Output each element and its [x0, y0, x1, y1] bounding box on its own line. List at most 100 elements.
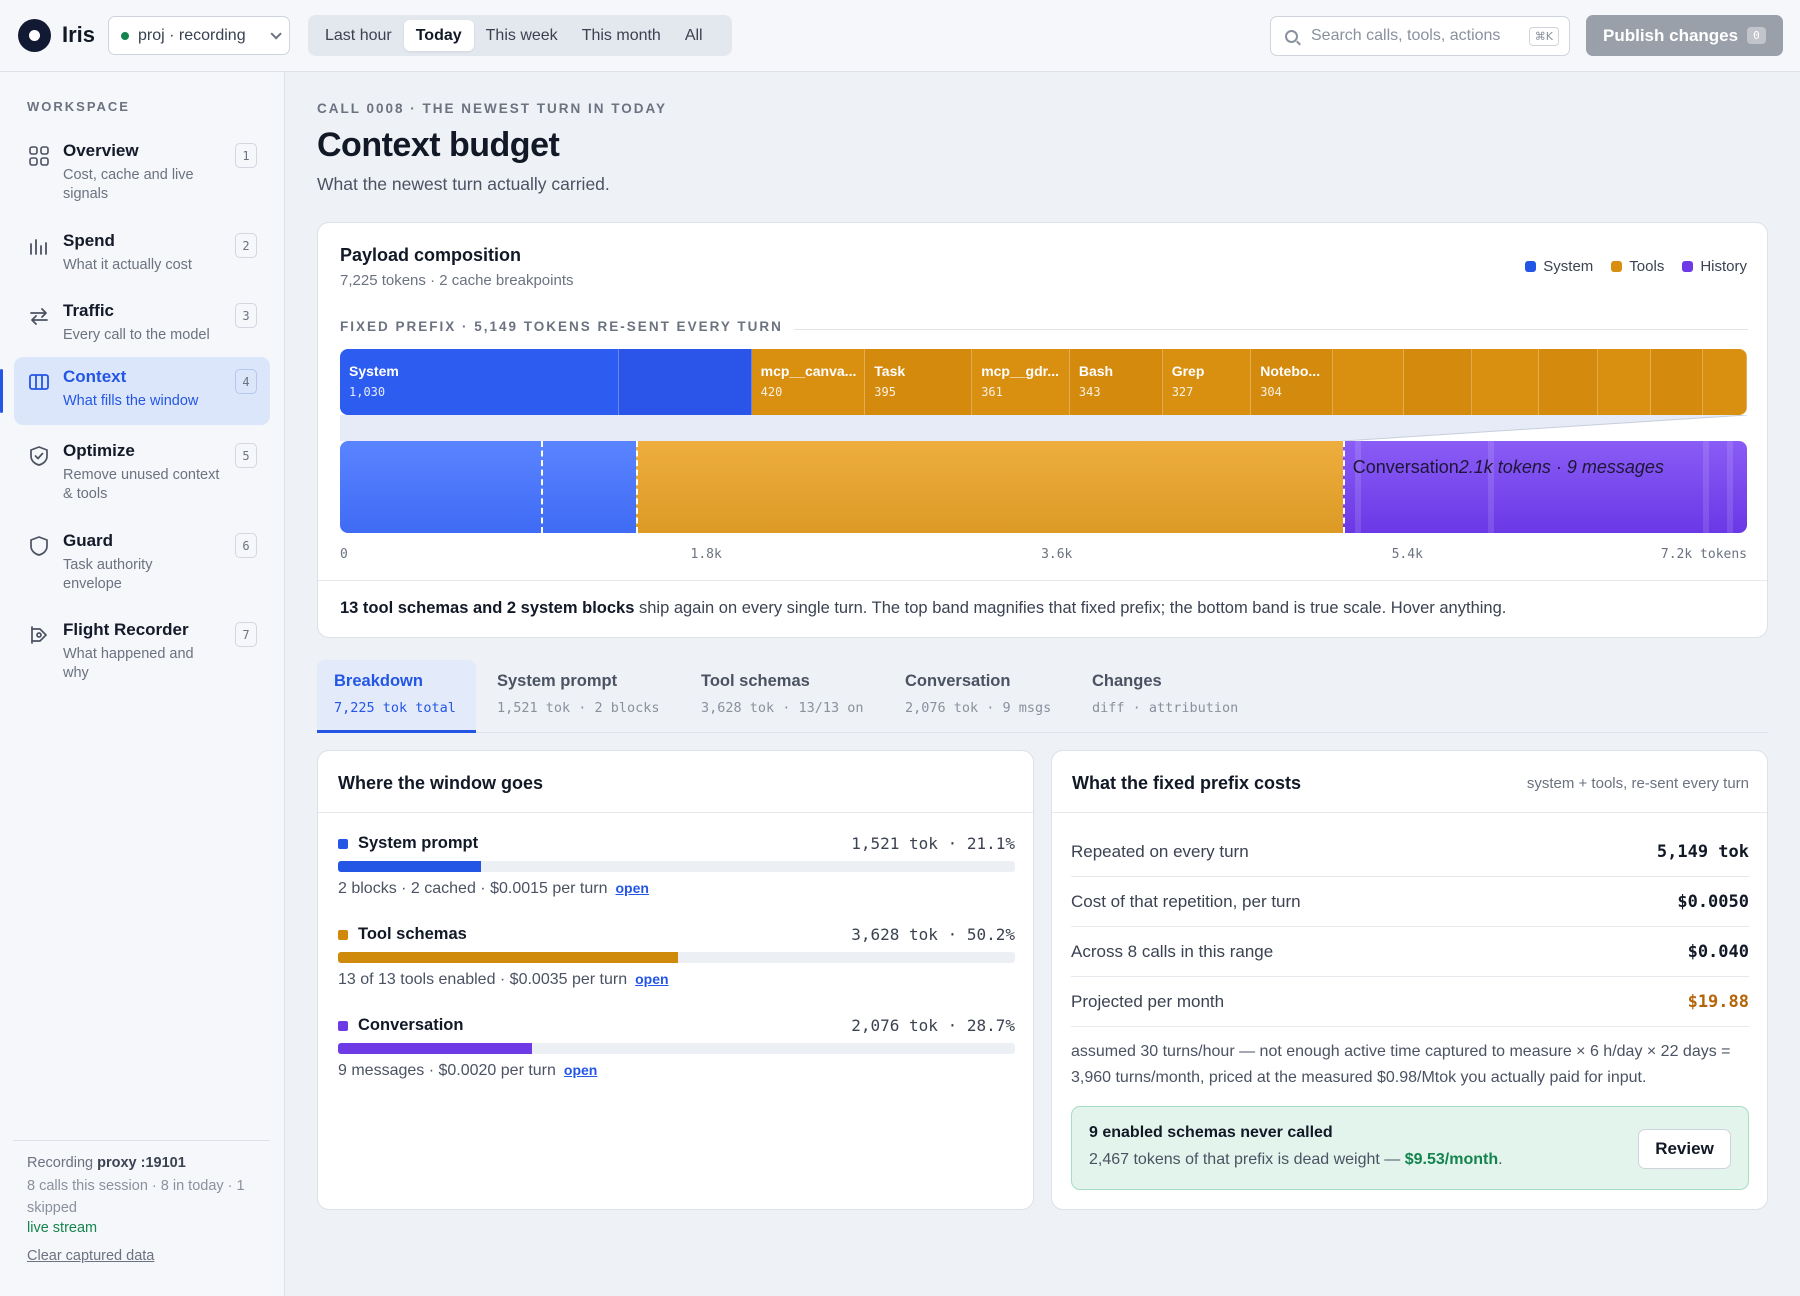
prefix-segment-value: 327	[1171, 385, 1194, 399]
publish-changes-button[interactable]: Publish changes 0	[1586, 15, 1783, 56]
shortcut-badge: 2	[235, 233, 257, 258]
tab-title: Tool schemas	[701, 672, 810, 690]
tab-tool-schemas[interactable]: Tool schemas 3,628 tok · 13/13 on	[684, 660, 881, 733]
prefix-segment[interactable]	[1539, 349, 1599, 415]
recording-target: proxy :19101	[97, 1155, 186, 1171]
time-tab-last-hour[interactable]: Last hour	[325, 26, 392, 44]
open-tool-schemas-link[interactable]: open	[635, 971, 669, 987]
time-tab-all[interactable]: All	[684, 26, 703, 44]
breakdown-label: Tool schemas	[358, 925, 467, 943]
page-subtitle: What the newest turn actually carried.	[317, 174, 610, 194]
prefix-segment[interactable]	[1403, 349, 1472, 415]
divider	[318, 812, 1033, 813]
page-title: Context budget	[317, 126, 560, 164]
sidebar-item-overview[interactable]: Overview Cost, cache and live signals 1	[14, 131, 270, 215]
shield-icon	[30, 536, 48, 556]
payload-note-rest: ship again on every single turn. The top…	[634, 599, 1507, 617]
cost-row-per-turn: Cost of that repetition, per turn $0.005…	[1071, 877, 1749, 927]
breakdown-value: 3,628 tok · 50.2%	[851, 925, 1015, 944]
breakdown-label: System prompt	[358, 834, 479, 852]
prefix-segment[interactable]	[1598, 349, 1651, 415]
review-button[interactable]: Review	[1638, 1129, 1731, 1169]
sidebar-item-flight-recorder[interactable]: Flight Recorder What happened and why 7	[14, 610, 270, 694]
prefix-segment-value: 395	[874, 385, 896, 399]
conversation-segment-label: Conversation2.1k tokens · 9 messages	[1353, 457, 1664, 478]
sidebar-item-desc: Every call to the model	[63, 327, 210, 343]
prefix-segment[interactable]: System 1,030	[340, 349, 619, 415]
sidebar-footer: Recording proxy :19101 8 calls this sess…	[13, 1140, 270, 1264]
scale-segment-system[interactable]	[340, 441, 637, 533]
legend-swatch	[1682, 261, 1694, 272]
tab-breakdown[interactable]: Breakdown 7,225 tok total	[317, 660, 476, 733]
sidebar-item-desc: Remove unused context & tools	[63, 467, 220, 502]
prefix-segment[interactable]: mcp__canva... 420	[751, 349, 866, 415]
search-input[interactable]: Search calls, tools, actions ⌘K	[1270, 16, 1570, 56]
time-tab-this-month[interactable]: This month	[581, 26, 661, 44]
sidebar-item-spend[interactable]: Spend What it actually cost 2	[14, 221, 270, 281]
cost-row-repeated: Repeated on every turn 5,149 tok	[1071, 827, 1749, 877]
tab-conversation[interactable]: Conversation 2,076 tok · 9 msgs	[888, 660, 1068, 733]
prefix-segment[interactable]	[618, 349, 752, 415]
scale-segment-tools[interactable]	[636, 441, 1343, 533]
share-bar-fill	[338, 1043, 533, 1054]
prefix-segment[interactable]: Bash 343	[1069, 349, 1163, 415]
legend-swatch	[1611, 261, 1623, 272]
tab-changes[interactable]: Changes diff · attribution	[1075, 660, 1255, 733]
breakdown-desc: 9 messages · $0.0020 per turn open	[338, 1062, 597, 1080]
card-hint: system + tools, re-sent every turn	[1526, 775, 1749, 792]
project-selector[interactable]: proj · recording	[108, 16, 290, 55]
prefix-segment[interactable]	[1471, 349, 1540, 415]
search-shortcut: ⌘K	[1528, 26, 1559, 46]
tab-system-prompt[interactable]: System prompt 1,521 tok · 2 blocks	[480, 660, 677, 733]
prefix-segment[interactable]: mcp__gdr... 361	[972, 349, 1070, 415]
legend-label: History	[1700, 258, 1747, 275]
cost-label: Repeated on every turn	[1071, 842, 1249, 861]
live-stream-status: live stream	[27, 1220, 98, 1236]
breakdown-desc-text: 13 of 13 tools enabled · $0.0035 per tur…	[338, 971, 628, 988]
open-conversation-link[interactable]: open	[563, 1062, 598, 1078]
message-divider	[1726, 441, 1733, 533]
tab-sub: 3,628 tok · 13/13 on	[701, 700, 864, 716]
payload-note-bold: 13 tool schemas and 2 system blocks	[340, 599, 635, 617]
color-swatch	[338, 1020, 348, 1031]
recording-status-dot	[121, 31, 129, 40]
sidebar-item-context[interactable]: Context What fills the window 4	[0, 357, 270, 425]
sidebar-item-title: Flight Recorder	[63, 620, 189, 639]
prefix-segment[interactable]	[1650, 349, 1703, 415]
time-tab-this-week[interactable]: This week	[485, 26, 558, 44]
project-label: proj · recording	[138, 26, 246, 44]
tab-title: System prompt	[497, 672, 618, 690]
chevron-down-icon	[270, 27, 282, 40]
sidebar-item-optimize[interactable]: Optimize Remove unused context & tools 5	[14, 431, 270, 515]
sidebar-item-desc: What fills the window	[63, 393, 199, 409]
prefix-segment[interactable]: Grep 327	[1162, 349, 1252, 415]
alert-amount: $9.53/month	[1404, 1151, 1499, 1168]
cost-value: 5,149 tok	[1656, 842, 1749, 862]
conversation-label: Conversation	[1352, 457, 1459, 477]
prefix-segment-value: 420	[760, 385, 783, 399]
clear-captured-data-link[interactable]: Clear captured data	[27, 1248, 155, 1264]
prefix-segment[interactable]: Notebo... 304	[1251, 349, 1334, 415]
x-axis-tick-label: 5.4k	[1391, 547, 1423, 562]
search-icon	[1285, 29, 1298, 43]
chart-legend: System Tools History	[1525, 258, 1747, 275]
prefix-segment-label: System	[349, 363, 399, 379]
prefix-segment[interactable]	[1333, 349, 1404, 415]
page-eyebrow: CALL 0008 · THE NEWEST TURN IN TODAY	[317, 101, 668, 116]
sidebar-item-traffic[interactable]: Traffic Every call to the model 3	[14, 291, 270, 351]
shortcut-badge: 1	[235, 143, 257, 168]
prefix-segment[interactable]: Task 395	[865, 349, 973, 415]
share-bar	[338, 952, 1015, 963]
cost-label: Cost of that repetition, per turn	[1071, 892, 1301, 911]
sidebar-item-guard[interactable]: Guard Task authority envelope 6	[14, 521, 270, 605]
shield-check-icon	[30, 446, 48, 466]
cost-value: $0.0050	[1677, 892, 1749, 912]
cost-label: Across 8 calls in this range	[1071, 942, 1274, 961]
prefix-segment[interactable]	[1702, 349, 1747, 415]
scale-segment-conversation[interactable]	[1342, 441, 1747, 533]
breakdown-value: 1,521 tok · 21.1%	[851, 834, 1015, 853]
open-system-prompt-link[interactable]: open	[615, 880, 649, 896]
share-bar-fill	[338, 861, 481, 872]
time-tab-today[interactable]: Today	[403, 20, 474, 51]
sidebar-item-title: Context	[63, 367, 127, 386]
